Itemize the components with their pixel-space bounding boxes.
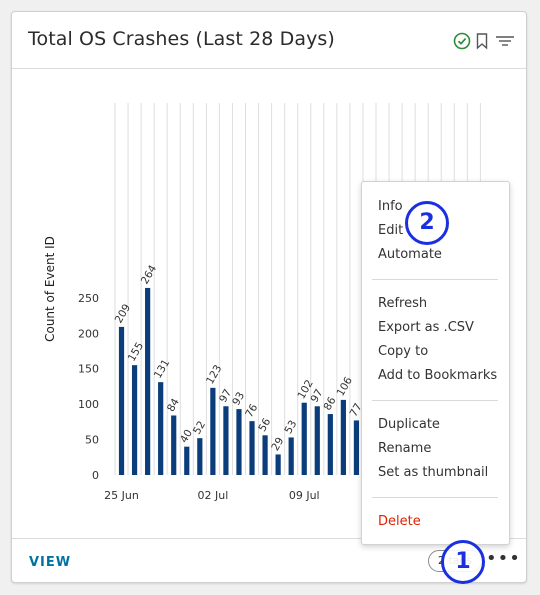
menu-item-delete[interactable]: Delete (378, 514, 421, 529)
step-marker-2: 2 (405, 201, 449, 245)
x-tick-label: 25 Jun (104, 489, 139, 502)
bar-value-label: 56 (256, 416, 273, 434)
menu-item-automate[interactable]: Automate (378, 247, 442, 262)
bar (210, 387, 216, 475)
bar (327, 414, 333, 475)
bar-value-label: 77 (348, 401, 365, 419)
bar-value-label: 131 (152, 357, 172, 380)
y-tick-label: 50 (85, 434, 99, 447)
bar (301, 402, 307, 475)
check-circle-icon[interactable] (452, 31, 472, 51)
step-marker-1: 1 (441, 540, 485, 584)
bar-value-label: 209 (113, 302, 133, 325)
bar-value-label: 40 (178, 428, 195, 446)
card-header: Total OS Crashes (Last 28 Days) (12, 12, 526, 69)
bar (184, 446, 190, 475)
x-tick-label: 02 Jul (197, 489, 228, 502)
bar-value-label: 52 (191, 419, 208, 437)
menu-item-duplicate[interactable]: Duplicate (378, 417, 440, 432)
bar (236, 409, 242, 475)
view-link[interactable]: VIEW (29, 555, 72, 570)
bar-value-label: 264 (139, 263, 160, 287)
bar (275, 454, 281, 475)
menu-item-edit[interactable]: Edit (378, 223, 404, 238)
bar-value-label: 86 (322, 395, 339, 413)
menu-divider (372, 279, 498, 280)
bar-value-label: 76 (243, 402, 260, 420)
bar-value-label: 53 (282, 418, 299, 436)
bar-value-label: 84 (165, 396, 182, 414)
widget-title: Total OS Crashes (Last 28 Days) (28, 28, 335, 50)
bar (223, 406, 229, 475)
y-axis-label: Count of Event ID (43, 236, 57, 342)
menu-item-info[interactable]: Info (378, 199, 403, 214)
bar-value-label: 97 (308, 387, 325, 405)
bar-value-label: 97 (217, 387, 234, 405)
bar (197, 438, 203, 475)
bar-value-label: 29 (269, 435, 286, 453)
filter-icon[interactable] (494, 31, 516, 51)
chart-area: 0 50 100 150 200 250 Count of Event ID 209 155 26… (12, 69, 526, 539)
bookmark-icon[interactable] (472, 31, 492, 51)
y-tick-label: 150 (78, 363, 99, 376)
bar-value-label: 93 (230, 390, 247, 408)
bar-value-label: 123 (204, 363, 224, 386)
menu-item-rename[interactable]: Rename (378, 441, 432, 456)
menu-divider (372, 497, 498, 498)
y-tick-label: 250 (78, 292, 99, 305)
bar-value-label: 106 (335, 375, 356, 399)
y-tick-label: 0 (92, 469, 99, 482)
menu-item-add-bookmark[interactable]: Add to Bookmarks (378, 368, 498, 383)
bar (131, 365, 138, 475)
bar (288, 437, 294, 475)
menu-item-export-csv[interactable]: Export as .CSV (378, 320, 474, 335)
y-tick-label: 100 (78, 398, 99, 411)
bar-value-label: 155 (126, 340, 146, 363)
bar (118, 326, 125, 475)
x-tick-label: 09 Jul (289, 489, 320, 502)
bar (145, 287, 151, 475)
menu-item-refresh[interactable]: Refresh (378, 296, 428, 311)
bar (158, 382, 164, 475)
menu-item-set-thumbnail[interactable]: Set as thumbnail (378, 465, 489, 480)
y-tick-label: 200 (78, 327, 99, 340)
bar (314, 406, 320, 475)
menu-item-copy-to[interactable]: Copy to (378, 344, 429, 359)
more-actions-button[interactable]: ••• (486, 548, 521, 569)
bar (171, 415, 177, 475)
bar (340, 399, 346, 475)
menu-divider (372, 400, 498, 401)
bar (353, 420, 360, 475)
bar (249, 421, 255, 475)
bar-chart: 0 50 100 150 200 250 Count of Event ID 209 155 26… (43, 103, 481, 502)
bar (262, 435, 268, 475)
